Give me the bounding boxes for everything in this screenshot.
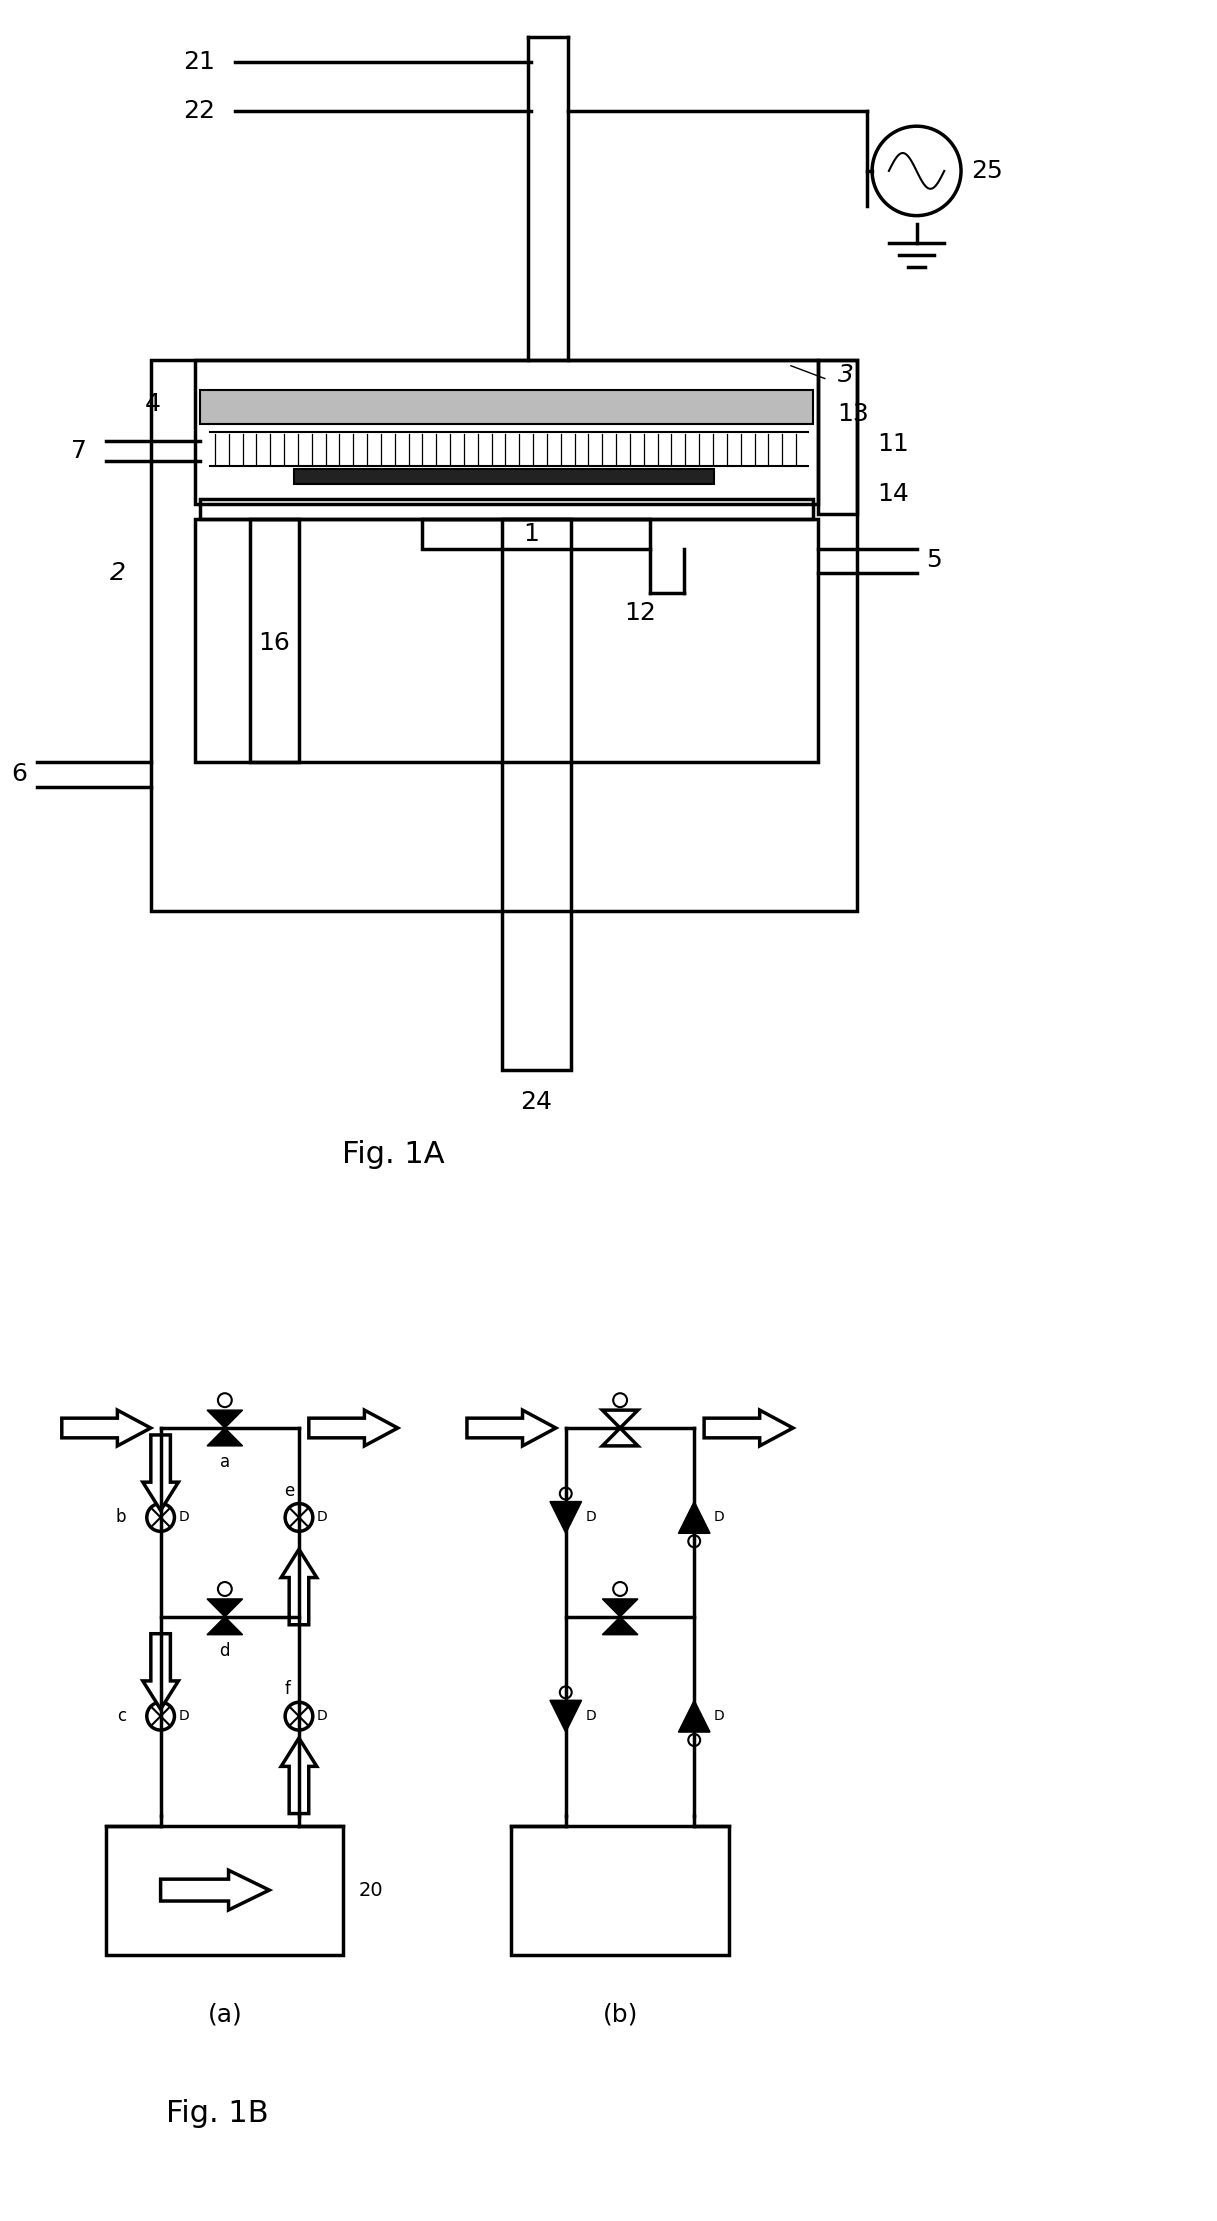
Polygon shape	[467, 1410, 556, 1446]
Polygon shape	[602, 1617, 638, 1635]
Text: D: D	[714, 1510, 725, 1524]
Polygon shape	[207, 1599, 242, 1617]
Polygon shape	[602, 1410, 638, 1428]
Text: 7: 7	[71, 440, 86, 464]
Polygon shape	[142, 1435, 179, 1510]
Text: d: d	[219, 1641, 230, 1659]
Polygon shape	[602, 1428, 638, 1446]
Polygon shape	[678, 1501, 710, 1532]
Polygon shape	[281, 1739, 316, 1815]
Bar	[422, 520, 650, 549]
Bar	[818, 360, 857, 513]
Text: 21: 21	[183, 49, 215, 73]
Text: e: e	[284, 1481, 295, 1499]
Text: 13: 13	[837, 402, 869, 426]
Polygon shape	[142, 1635, 179, 1710]
Polygon shape	[705, 1410, 793, 1446]
Polygon shape	[207, 1428, 242, 1446]
Bar	[195, 360, 818, 504]
Bar	[511, 1826, 729, 1954]
Text: 24: 24	[520, 1091, 553, 1115]
Polygon shape	[62, 1410, 151, 1446]
Text: (b): (b)	[602, 2003, 638, 2026]
Bar	[200, 389, 813, 424]
Text: D: D	[316, 1510, 327, 1524]
Text: 4: 4	[145, 393, 161, 418]
Bar	[106, 1826, 343, 1954]
Text: 1: 1	[523, 522, 539, 546]
Text: 14: 14	[877, 482, 909, 506]
Text: c: c	[117, 1708, 127, 1726]
Text: Fig. 1B: Fig. 1B	[166, 2099, 268, 2128]
Text: 22: 22	[183, 100, 215, 124]
Bar	[501, 520, 571, 1071]
Text: 6: 6	[11, 762, 27, 786]
Polygon shape	[207, 1617, 242, 1635]
Text: D: D	[714, 1710, 725, 1723]
Text: D: D	[179, 1510, 189, 1524]
Polygon shape	[161, 1870, 269, 1910]
Bar	[295, 469, 714, 484]
Bar	[151, 360, 857, 911]
Text: Fig. 1A: Fig. 1A	[342, 1139, 444, 1168]
Text: 3: 3	[837, 362, 853, 386]
Text: D: D	[585, 1710, 596, 1723]
Text: 2: 2	[111, 562, 127, 586]
Text: D: D	[585, 1510, 596, 1524]
Polygon shape	[602, 1599, 638, 1617]
Text: 16: 16	[258, 631, 290, 655]
Text: D: D	[179, 1710, 189, 1723]
Text: 11: 11	[877, 433, 909, 455]
Text: a: a	[220, 1453, 230, 1470]
Text: 5: 5	[926, 549, 942, 573]
Polygon shape	[281, 1550, 316, 1626]
Polygon shape	[309, 1410, 398, 1446]
Text: 25: 25	[971, 160, 1003, 182]
Text: b: b	[116, 1508, 127, 1526]
Polygon shape	[550, 1701, 582, 1732]
Text: (a): (a)	[207, 2003, 242, 2026]
Polygon shape	[207, 1410, 242, 1428]
Bar	[249, 520, 299, 762]
Text: f: f	[284, 1681, 290, 1699]
Text: 20: 20	[358, 1881, 383, 1899]
Polygon shape	[550, 1501, 582, 1532]
Bar	[200, 500, 813, 520]
Polygon shape	[678, 1701, 710, 1732]
Text: 12: 12	[624, 602, 656, 624]
Text: D: D	[316, 1710, 327, 1723]
FancyArrowPatch shape	[791, 366, 825, 378]
Bar	[195, 520, 818, 762]
